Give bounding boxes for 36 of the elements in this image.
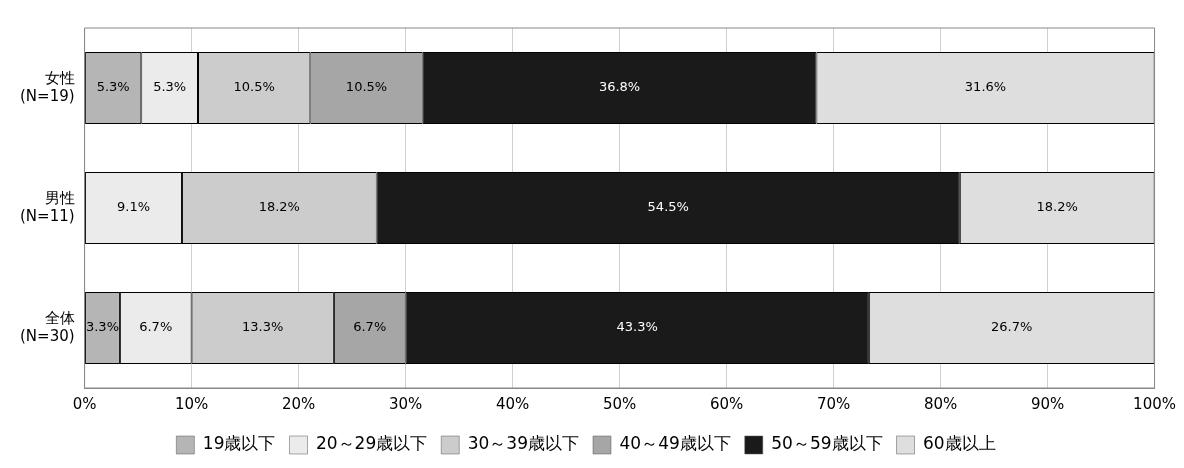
data-label: 54.5% bbox=[647, 199, 689, 215]
data-label: 5.3% bbox=[153, 79, 187, 95]
data-label: 10.5% bbox=[233, 79, 275, 95]
x-tick-label: 80% bbox=[923, 394, 958, 413]
legend-label: 20～29歳以下 bbox=[315, 433, 428, 454]
x-tick-label: 20% bbox=[281, 394, 316, 413]
data-label: 26.7% bbox=[991, 319, 1033, 335]
x-tick-label: 50% bbox=[602, 394, 637, 413]
x-tick-label: 100% bbox=[1133, 394, 1176, 413]
data-label: 6.7% bbox=[353, 319, 387, 335]
x-tick-label: 70% bbox=[816, 394, 851, 413]
x-tick-label: 40% bbox=[495, 394, 530, 413]
x-tick-label: 10% bbox=[174, 394, 209, 413]
x-tick-label: 30% bbox=[388, 394, 423, 413]
y-tick-label: 男性 (N=11) bbox=[19, 188, 75, 225]
legend-label: 19歳以下 bbox=[202, 433, 276, 454]
legend-label: 40～49歳以下 bbox=[619, 433, 731, 454]
y-tick-label: 女性 (N=19) bbox=[19, 68, 75, 105]
legend-label: 60歳以上 bbox=[923, 433, 996, 454]
legend-label: 50～59歳以下 bbox=[771, 433, 883, 454]
legend-label: 30～39歳以下 bbox=[467, 433, 579, 454]
data-label: 9.1% bbox=[117, 199, 151, 215]
x-tick-label: 90% bbox=[1030, 394, 1065, 413]
data-label: 6.7% bbox=[139, 319, 173, 335]
data-label: 10.5% bbox=[345, 79, 388, 95]
data-label: 43.3% bbox=[616, 319, 658, 335]
x-tick-label: 60% bbox=[709, 394, 744, 413]
data-label: 31.6% bbox=[964, 79, 1007, 95]
data-label: 13.3% bbox=[242, 319, 284, 335]
data-label: 3.3% bbox=[85, 319, 119, 335]
x-tick-label: 0% bbox=[72, 394, 97, 413]
data-label: 36.8% bbox=[598, 79, 641, 95]
data-label: 5.3% bbox=[96, 79, 130, 95]
y-tick-label: 全体 (N=30) bbox=[19, 308, 75, 345]
data-label: 18.2% bbox=[258, 199, 300, 215]
data-label: 18.2% bbox=[1036, 199, 1078, 215]
